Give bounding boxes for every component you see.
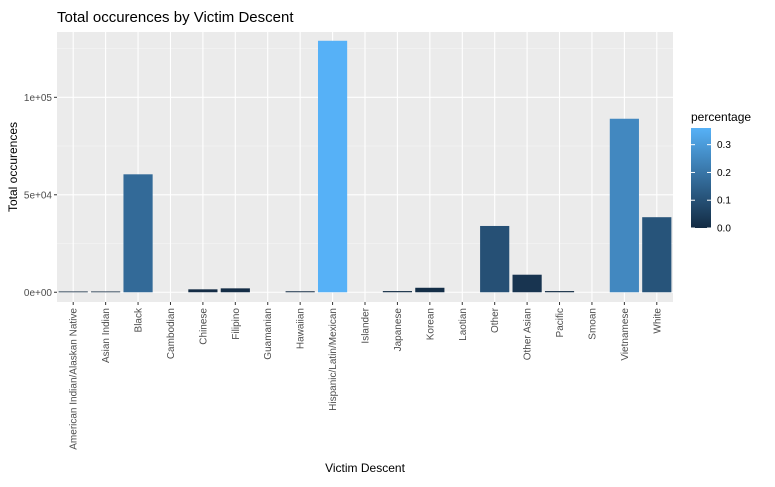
- bar: [544, 291, 575, 293]
- y-axis: 0e+00 5e+04 1e+05: [24, 93, 57, 299]
- legend-colorbar: [691, 128, 711, 228]
- y-axis-title: Total occurences: [6, 122, 20, 212]
- legend-title: percentage: [691, 110, 751, 124]
- y-tick-label: 0e+00: [24, 288, 53, 299]
- x-tick-label: Chinese: [198, 308, 209, 345]
- x-tick-label: Filipino: [231, 308, 242, 340]
- x-tick-label: Hispanic/Latin/Mexican: [328, 308, 339, 411]
- x-tick-label: Black: [134, 307, 145, 332]
- x-tick-label: Korean: [425, 308, 436, 340]
- y-tick-label: 5e+04: [24, 190, 53, 201]
- legend-tick-label: 0.3: [717, 140, 731, 151]
- bar: [188, 289, 218, 293]
- x-tick-label: Japanese: [393, 308, 404, 352]
- y-tick-label: 1e+05: [24, 93, 53, 104]
- bar: [58, 291, 88, 293]
- bars: [58, 40, 672, 293]
- bar: [415, 287, 445, 293]
- x-tick-label: Other: [490, 307, 501, 333]
- legend-tick-label: 0.2: [717, 168, 731, 179]
- bar: [285, 291, 315, 293]
- chart-title: Total occurences by Victim Descent: [57, 9, 294, 26]
- x-tick-label: Hawaiian: [296, 308, 307, 349]
- bar: [609, 118, 639, 293]
- bar: [123, 174, 153, 293]
- bar: [512, 274, 542, 293]
- x-axis: American Indian/Alaskan Native Asian Indi…: [69, 302, 663, 450]
- legend-tick-label: 0.1: [717, 196, 731, 207]
- x-tick-label: Smoan: [587, 308, 598, 340]
- bar: [480, 225, 510, 293]
- bar: [91, 291, 121, 293]
- bar: [382, 291, 413, 293]
- x-axis-title: Victim Descent: [325, 461, 405, 475]
- x-tick-label: American Indian/Alaskan Native: [69, 308, 80, 450]
- x-tick-label: Vietnamese: [620, 308, 631, 361]
- bar: [220, 288, 250, 293]
- x-tick-label: Cambodian: [166, 308, 177, 359]
- legend: percentage 0.0 0.1 0.2 0.3: [691, 110, 751, 235]
- bar: [317, 40, 348, 293]
- x-tick-label: White: [652, 308, 663, 334]
- x-tick-label: Other Asian: [523, 308, 534, 360]
- x-tick-label: Guamanian: [263, 308, 274, 360]
- x-tick-label: Asian Indian: [101, 308, 112, 363]
- x-tick-label: Islander: [361, 307, 372, 343]
- legend-tick-label: 0.0: [717, 224, 731, 235]
- bar: [642, 217, 672, 293]
- x-tick-label: Pacific: [555, 308, 566, 337]
- x-tick-label: Laotian: [458, 308, 469, 341]
